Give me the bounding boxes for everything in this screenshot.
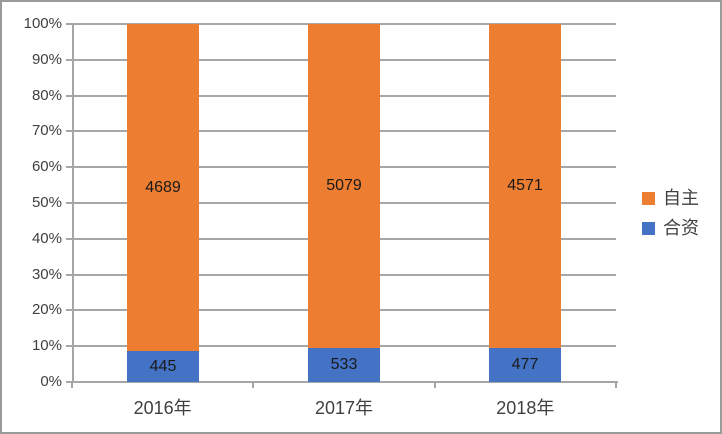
data-label: 445 bbox=[149, 357, 177, 375]
x-axis-line bbox=[72, 381, 618, 383]
data-label: 533 bbox=[330, 356, 358, 373]
y-tick-label: 10% bbox=[31, 337, 62, 355]
y-tick-label: 60% bbox=[31, 158, 62, 176]
data-label: 5079 bbox=[326, 177, 362, 194]
y-tick-label: 0% bbox=[40, 373, 62, 390]
legend-label: 合资 bbox=[663, 218, 699, 238]
x-tick bbox=[71, 382, 73, 388]
legend: 自主 合资 bbox=[642, 189, 699, 237]
y-tick-30% bbox=[66, 273, 72, 276]
y-tick-40% bbox=[66, 237, 72, 240]
y-tick-label: 40% bbox=[31, 229, 62, 247]
y-tick-0% bbox=[66, 381, 72, 383]
y-tick-70% bbox=[66, 130, 72, 133]
y-tick-label: 90% bbox=[31, 50, 62, 68]
x-category-label: 2017年 bbox=[314, 398, 374, 418]
y-tick-90% bbox=[66, 58, 72, 61]
data-label: 4689 bbox=[145, 178, 181, 196]
y-tick-10% bbox=[66, 345, 72, 348]
y-tick-label: 30% bbox=[31, 265, 62, 283]
y-tick-60% bbox=[66, 166, 72, 169]
y-tick-label: 80% bbox=[31, 86, 62, 104]
data-label: 4571 bbox=[507, 177, 543, 194]
x-tick bbox=[252, 382, 255, 388]
bar-segment-合资-2016年: 445 bbox=[127, 351, 199, 382]
bar-segment-自主-2017年: 5079 bbox=[308, 24, 380, 348]
bar-segment-自主-2016年: 4689 bbox=[127, 24, 199, 351]
legend-swatch-icon bbox=[642, 221, 655, 235]
y-axis-line bbox=[72, 24, 74, 382]
plot-area: 4689 445 5079 533 4571 477 bbox=[72, 23, 616, 382]
x-tick bbox=[615, 382, 617, 388]
bar-segment-合资-2018年: 477 bbox=[489, 348, 561, 382]
x-tick bbox=[433, 382, 436, 388]
y-tick-80% bbox=[66, 94, 72, 97]
legend-item-自主: 自主 bbox=[642, 189, 699, 207]
y-tick-50% bbox=[66, 202, 72, 204]
legend-item-合资: 合资 bbox=[642, 219, 699, 237]
x-category-label: 2016年 bbox=[133, 398, 192, 418]
bar-segment-合资-2017年: 533 bbox=[308, 348, 380, 382]
legend-swatch-icon bbox=[642, 191, 655, 205]
y-tick-100% bbox=[66, 23, 72, 25]
bar-segment-自主-2018年: 4571 bbox=[489, 24, 561, 348]
data-label: 477 bbox=[511, 356, 539, 373]
y-tick-label: 100% bbox=[23, 15, 62, 32]
y-tick-label: 70% bbox=[31, 122, 62, 140]
legend-label: 自主 bbox=[663, 188, 699, 208]
y-tick-label: 50% bbox=[31, 194, 62, 211]
y-tick-20% bbox=[66, 309, 72, 312]
x-category-label: 2018年 bbox=[496, 398, 555, 418]
y-tick-label: 20% bbox=[31, 301, 62, 319]
